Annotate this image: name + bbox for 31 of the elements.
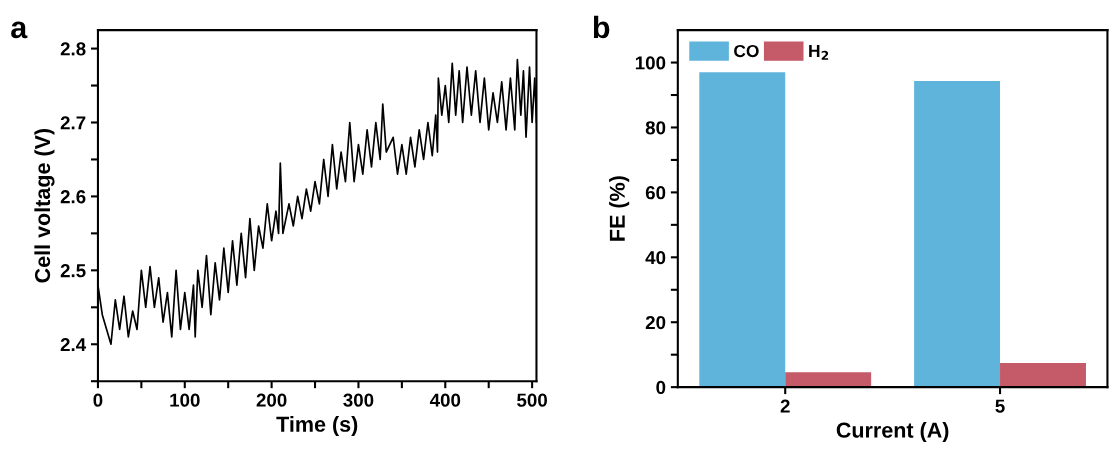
bar [914, 81, 1001, 388]
chart-title: a [11, 21, 28, 39]
y-axis-title: Cell voltage (V) [34, 128, 55, 283]
x-axis-title: Current (A) [836, 421, 949, 443]
y-tick-label: 2.8 [60, 42, 86, 56]
chart-title: b [593, 15, 610, 39]
y-tick-label: 2.6 [60, 190, 86, 204]
y-tick-label: 80 [645, 121, 666, 135]
x-tick-label: 5 [995, 399, 1005, 413]
x-tick-label: 300 [343, 393, 374, 407]
x-tick-label: 0 [93, 393, 103, 407]
x-tick-label: 2 [780, 399, 790, 413]
x-tick-label: 200 [256, 393, 287, 407]
legend-label: CO [734, 44, 759, 58]
legend-label: H$_{2}$ [809, 45, 829, 60]
y-tick-label: 2.7 [60, 116, 86, 130]
bar [785, 372, 872, 388]
y-axis-title: FE (%) [609, 176, 630, 241]
bar [699, 72, 786, 388]
y-tick-label: 100 [635, 56, 666, 70]
bar [1000, 363, 1086, 388]
y-tick-label: 2.5 [60, 264, 86, 278]
y-tick-label: 40 [645, 251, 666, 265]
x-tick-label: 400 [429, 393, 461, 407]
y-tick-label: 20 [645, 315, 666, 330]
x-tick-label: 100 [170, 393, 200, 407]
y-tick-label: 60 [645, 186, 666, 200]
x-axis-title: Time (s) [276, 416, 358, 437]
y-tick-label: 2.4 [60, 337, 87, 352]
y-tick-label: 0 [656, 380, 666, 395]
x-tick-label: 500 [517, 393, 547, 407]
